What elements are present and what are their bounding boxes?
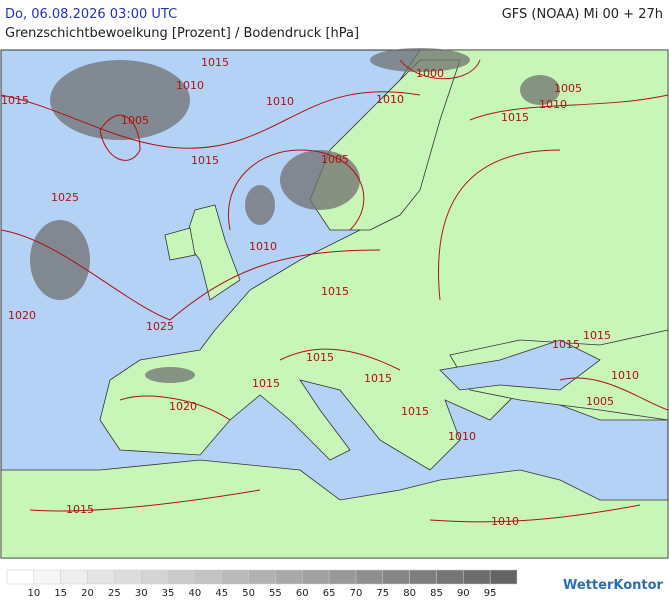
legend-swatch	[463, 569, 491, 585]
datetime: Do, 06.08.2026 03:00 UTC	[5, 7, 178, 22]
isobar-label: 1005	[321, 153, 349, 166]
legend-label: 35	[162, 588, 175, 599]
legend-swatch	[33, 569, 61, 585]
legend-label: 70	[350, 588, 363, 599]
isobar-label: 1025	[146, 320, 174, 333]
legend-label: 55	[269, 588, 282, 599]
legend-swatch	[114, 569, 142, 585]
legend-swatch	[87, 569, 115, 585]
isobar-label: 1010	[491, 515, 519, 528]
isobar-label: 1020	[169, 400, 197, 413]
isobar-label: 1015	[191, 154, 219, 167]
isobar-label: 1010	[176, 79, 204, 92]
legend-label: 25	[108, 588, 121, 599]
legend-label: 95	[484, 588, 497, 599]
legend-label: 60	[296, 588, 309, 599]
isobar-label: 1005	[121, 114, 149, 127]
ireland	[164, 227, 196, 261]
legend-label: 15	[54, 588, 67, 599]
isobar-label: 1025	[51, 191, 79, 204]
isobar-label: 1015	[321, 285, 349, 298]
legend-swatch	[140, 569, 169, 585]
legend-swatch	[6, 569, 35, 585]
isobar-label: 1010	[611, 369, 639, 382]
isobar-labels: 1015 1010 1000 1005 1015 1010 1010 1010 1005 1015…	[1, 56, 639, 528]
isobar-label: 1015	[306, 351, 334, 364]
legend-label: 85	[430, 588, 443, 599]
legend-swatch	[60, 569, 88, 585]
legend-label: 80	[403, 588, 416, 599]
isobar-label: 1015	[501, 111, 529, 124]
isobar-label: 1015	[1, 94, 29, 107]
legend-swatch	[436, 569, 464, 585]
isobars	[0, 59, 669, 523]
britain	[184, 204, 241, 301]
legend: 10 15 20 25 30 35 40 45 50 55 60 65 70 75 80 85 90 95	[6, 569, 518, 599]
legend-swatch	[248, 569, 276, 585]
legend-swatch	[302, 569, 330, 585]
legend-label: 90	[457, 588, 470, 599]
legend-swatch	[275, 569, 303, 585]
isobar-label: 1005	[586, 395, 614, 408]
legend-label: 45	[215, 588, 228, 599]
legend-label: 30	[135, 588, 148, 599]
subtitle: Grenzschichtbewoelkung [Prozent] / Boden…	[5, 26, 360, 41]
legend-swatch	[489, 569, 518, 585]
africa	[0, 459, 669, 559]
isobar-label: 1015	[583, 329, 611, 342]
legend-label: 50	[242, 588, 255, 599]
isobar-label: 1015	[252, 377, 280, 390]
isobar-label: 1015	[201, 56, 229, 69]
isobar-label: 1015	[66, 503, 94, 516]
isobar-label: 1000	[416, 67, 444, 80]
legend-label: 20	[81, 588, 94, 599]
isobar-label: 1010	[266, 95, 294, 108]
legend-label: 75	[376, 588, 389, 599]
isobar-label: 1010	[448, 430, 476, 443]
isobar-label: 1015	[401, 405, 429, 418]
isobar-label: 1015	[364, 372, 392, 385]
legend-label: 10	[27, 588, 40, 599]
black-sea	[439, 339, 601, 391]
isobar-label: 1015	[552, 338, 580, 351]
legend-swatch	[221, 569, 249, 585]
isobar-label: 1010	[376, 93, 404, 106]
clouds	[30, 48, 560, 383]
legend-label: 65	[323, 588, 336, 599]
legend-swatch	[382, 569, 410, 585]
legend-swatch	[328, 569, 357, 585]
isobar-label: 1010	[539, 98, 567, 111]
legend-swatch	[355, 569, 384, 585]
logo: WetterKontor	[563, 578, 664, 593]
legend-swatch	[194, 569, 222, 585]
legend-label: 40	[189, 588, 202, 599]
isobar-label: 1005	[554, 82, 582, 95]
legend-swatch	[409, 569, 437, 585]
model-run: GFS (NOAA) Mi 00 + 27h	[501, 7, 663, 22]
isobar-label: 1010	[249, 240, 277, 253]
isobar-label: 1020	[8, 309, 36, 322]
legend-swatch	[167, 569, 196, 585]
